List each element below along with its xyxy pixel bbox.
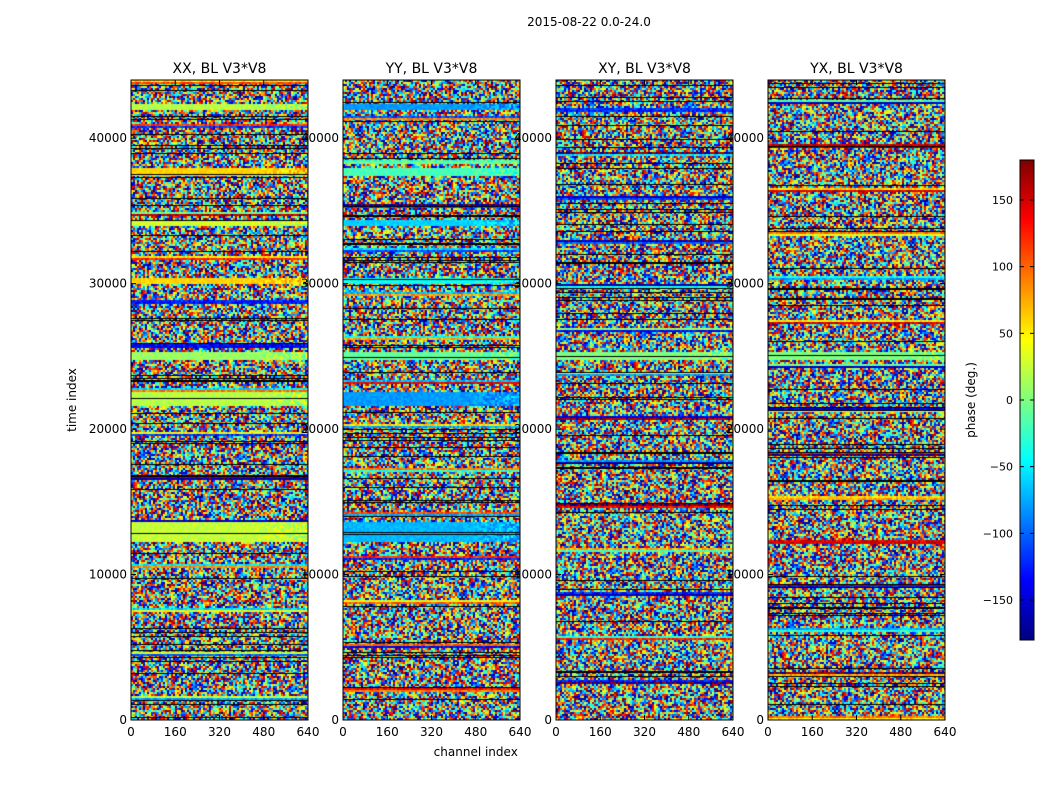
x-tick-label: 160 (589, 725, 612, 739)
x-tick-label: 480 (677, 725, 700, 739)
heatmap-image (768, 80, 945, 720)
colorbar-tick-label: −50 (990, 461, 1013, 474)
panel-xy: XY, BL V3*V8 0 160 320 480 640 0 10000 20000 3000… (514, 61, 745, 739)
panel-title: XY, BL V3*V8 (598, 61, 691, 77)
x-tick-label: 0 (127, 725, 135, 739)
x-tick-label: 640 (297, 725, 320, 739)
y-tick-label: 20000 (301, 422, 339, 436)
x-tick-label: 320 (208, 725, 231, 739)
colorbar-tick-label: 150 (992, 194, 1013, 207)
colorbar-tick-label: 0 (1006, 394, 1013, 407)
x-tick-label: 320 (845, 725, 868, 739)
y-tick-label: 10000 (514, 568, 552, 582)
colorbar: 150 100 50 0 −50 −100 −150 phase (deg.) (964, 159, 1035, 641)
y-tick-label: 30000 (89, 277, 127, 291)
colorbar-tick-label: 50 (999, 327, 1013, 340)
x-tick-label: 480 (889, 725, 912, 739)
colorbar-tick-label: −150 (983, 594, 1013, 607)
x-tick-label: 640 (934, 725, 957, 739)
figure-suptitle: 2015-08-22 0.0-24.0 (527, 15, 651, 29)
colorbar-tick-label: 100 (992, 261, 1013, 274)
y-tick-label: 0 (756, 713, 764, 727)
heatmap-image (556, 80, 733, 720)
heatmap-image (131, 80, 308, 720)
y-tick-label: 0 (331, 713, 339, 727)
panel-title: XX, BL V3*V8 (173, 61, 267, 77)
y-tick-label: 20000 (726, 422, 764, 436)
x-tick-label: 160 (801, 725, 824, 739)
panel-yy: YY, BL V3*V8 0 160 320 480 640 0 10000 20000 3000… (301, 61, 532, 759)
x-tick-label: 480 (464, 725, 487, 739)
panel-title: YX, BL V3*V8 (809, 61, 903, 77)
y-axis-label: time index (65, 368, 79, 432)
y-tick-label: 30000 (514, 277, 552, 291)
y-tick-label: 10000 (89, 568, 127, 582)
x-tick-label: 160 (164, 725, 187, 739)
x-tick-label: 0 (764, 725, 772, 739)
y-tick-label: 40000 (89, 131, 127, 145)
panel-yx: YX, BL V3*V8 0 160 320 480 640 0 10000 20000 3000… (726, 61, 957, 739)
colorbar-label: phase (deg.) (964, 362, 978, 438)
heatmap-image (343, 80, 520, 720)
x-tick-label: 320 (420, 725, 443, 739)
x-tick-label: 0 (339, 725, 347, 739)
x-tick-label: 160 (376, 725, 399, 739)
x-tick-label: 320 (633, 725, 656, 739)
y-tick-label: 10000 (301, 568, 339, 582)
y-tick-label: 20000 (89, 422, 127, 436)
y-tick-label: 40000 (301, 131, 339, 145)
panel-title: YY, BL V3*V8 (385, 61, 478, 77)
y-tick-label: 40000 (514, 131, 552, 145)
y-tick-label: 40000 (726, 131, 764, 145)
y-tick-label: 20000 (514, 422, 552, 436)
x-axis-label: channel index (434, 745, 518, 759)
x-tick-label: 480 (252, 725, 275, 739)
panel-xx: XX, BL V3*V8 0 160 320 480 640 0 10000 20000 3000… (65, 61, 319, 739)
x-tick-label: 640 (722, 725, 745, 739)
x-tick-label: 640 (509, 725, 532, 739)
y-tick-label: 10000 (726, 568, 764, 582)
y-tick-label: 30000 (726, 277, 764, 291)
y-tick-label: 0 (544, 713, 552, 727)
y-tick-label: 30000 (301, 277, 339, 291)
colorbar-tick-label: −100 (983, 527, 1013, 540)
x-tick-label: 0 (552, 725, 560, 739)
y-tick-label: 0 (119, 713, 127, 727)
